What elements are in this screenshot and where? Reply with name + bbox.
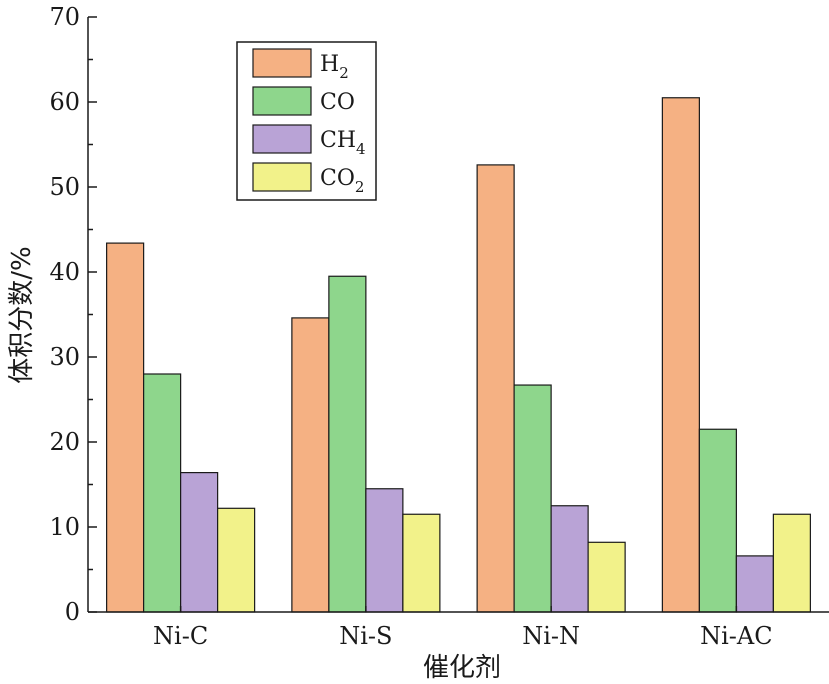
legend: H2 CO CH4 CO2 <box>236 41 377 201</box>
legend-label-ch4: CH4 <box>320 128 366 158</box>
legend-label-co2: CO2 <box>320 166 364 196</box>
legend-swatch-co <box>252 86 312 116</box>
legend-swatch-ch4 <box>252 124 312 154</box>
bar-co-ni-n <box>513 384 552 613</box>
x-tick-label: Ni-S <box>339 622 392 650</box>
bar-co2-ni-n <box>587 541 626 613</box>
legend-label-h2: H2 <box>320 52 349 82</box>
bar-h2-ni-s <box>291 317 330 613</box>
y-tick-label: 60 <box>49 88 80 116</box>
bar-co2-ni-s <box>402 513 441 613</box>
bar-ch4-ni-c <box>180 472 219 613</box>
legend-label-co: CO <box>320 90 355 115</box>
axes-group: Ni-C Ni-S Ni-N Ni-AC 0 10 20 30 40 50 60 70 <box>49 3 829 650</box>
bar-h2-ni-ac <box>661 97 700 613</box>
bar-co-ni-s <box>328 275 367 613</box>
y-tick-label: 40 <box>49 258 80 286</box>
x-axis-title: 催化剂 <box>423 653 501 683</box>
bar-ch4-ni-ac <box>735 555 774 613</box>
bar-co2-ni-c <box>217 507 256 613</box>
bar-ch4-ni-n <box>550 505 589 613</box>
x-tick-label: Ni-AC <box>700 622 772 650</box>
x-tick-label: Ni-C <box>153 622 208 650</box>
bar-h2-ni-n <box>476 164 515 613</box>
y-tick-label: 70 <box>49 3 80 31</box>
bar-ch4-ni-s <box>365 488 404 613</box>
y-axis-title: 体积分数/% <box>7 246 37 383</box>
bar-co2-ni-ac <box>772 513 811 613</box>
legend-swatch-h2 <box>252 48 312 78</box>
bar-h2-ni-c <box>106 242 145 613</box>
y-tick-label: 10 <box>49 513 80 541</box>
legend-swatch-co2 <box>252 162 312 192</box>
x-tick-label: Ni-N <box>522 622 580 650</box>
y-tick-label: 20 <box>49 428 80 456</box>
y-tick-label: 0 <box>65 598 80 626</box>
y-tick-label: 30 <box>49 343 80 371</box>
bar-co-ni-c <box>143 373 182 613</box>
bar-co-ni-ac <box>698 428 737 613</box>
y-tick-label: 50 <box>49 173 80 201</box>
bars-group <box>106 97 811 613</box>
